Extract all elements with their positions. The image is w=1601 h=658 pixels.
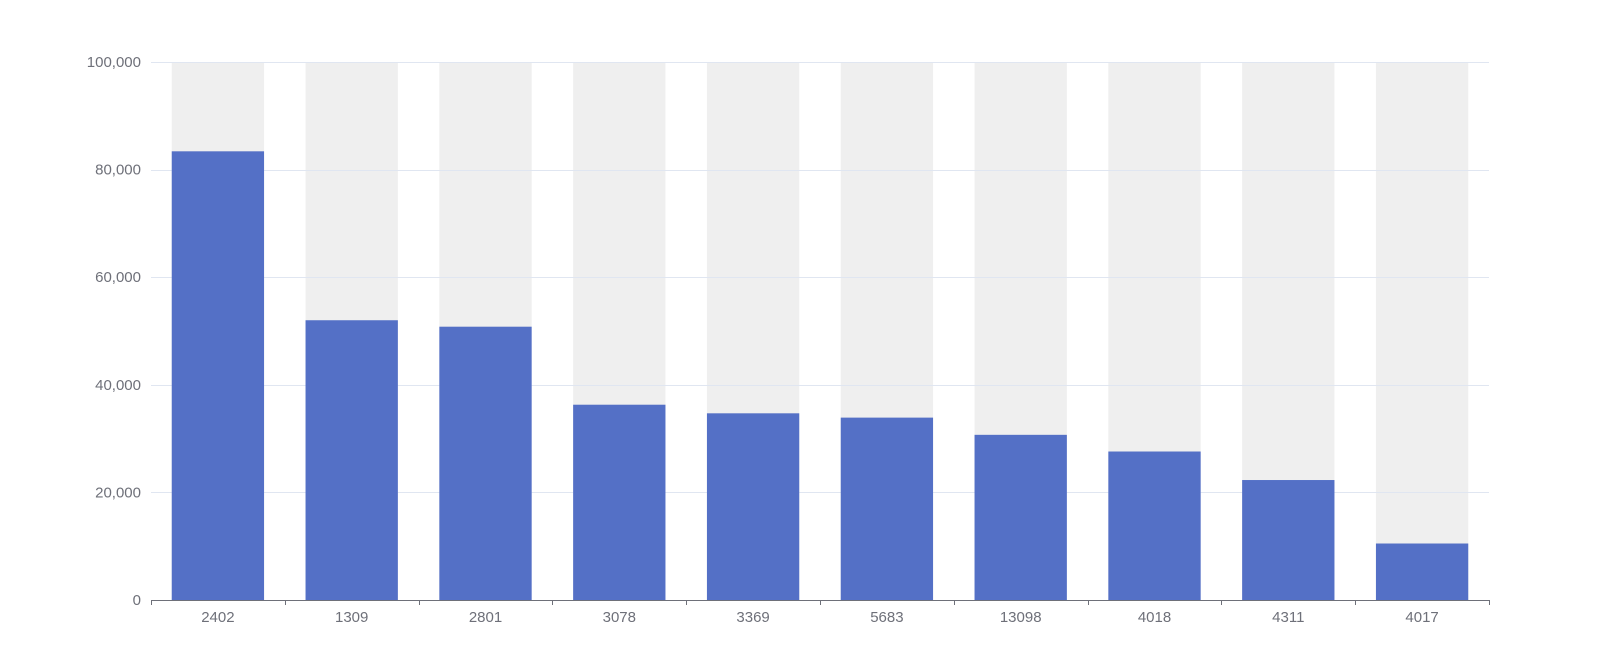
bar-13098[interactable] <box>974 434 1067 600</box>
background-bar-4017 <box>1375 62 1469 600</box>
y-tick-label: 100,000 <box>87 54 141 71</box>
x-tick-label: 4311 <box>1272 609 1304 626</box>
x-axis-labels: 2402 1309 2801 3078 3369 5683 13098 4018 4311 401… <box>201 609 1439 626</box>
x-tick-label: 3078 <box>603 609 636 626</box>
x-tick-label: 4018 <box>1138 609 1171 626</box>
bar-5683[interactable] <box>840 417 934 600</box>
y-axis-labels: 0 20,000 40,000 60,000 80,000 100,000 <box>87 54 141 609</box>
x-tick-label: 2801 <box>469 609 502 626</box>
bar-4311[interactable] <box>1242 480 1335 600</box>
data-bars <box>171 151 1469 600</box>
y-tick-label: 20,000 <box>95 484 141 501</box>
x-tick-label: 5683 <box>870 609 903 626</box>
y-tick-label: 60,000 <box>95 269 141 286</box>
bar-3078[interactable] <box>573 404 666 600</box>
x-tick-label: 4017 <box>1405 609 1438 626</box>
x-tick-label: 2402 <box>201 609 234 626</box>
bar-2801[interactable] <box>439 326 532 600</box>
bar-1309[interactable] <box>305 320 398 600</box>
x-tick-label: 13098 <box>1000 609 1042 626</box>
bar-2402[interactable] <box>171 151 265 600</box>
bar-4017[interactable] <box>1375 543 1469 600</box>
y-tick-label: 80,000 <box>95 162 141 179</box>
x-tick-label: 3369 <box>736 609 769 626</box>
x-tick-label: 1309 <box>335 609 368 626</box>
y-tick-label: 40,000 <box>95 377 141 394</box>
y-tick-label: 0 <box>133 592 141 609</box>
bar-4018[interactable] <box>1108 451 1201 600</box>
x-axis <box>151 600 1490 605</box>
bar-3369[interactable] <box>706 413 800 600</box>
